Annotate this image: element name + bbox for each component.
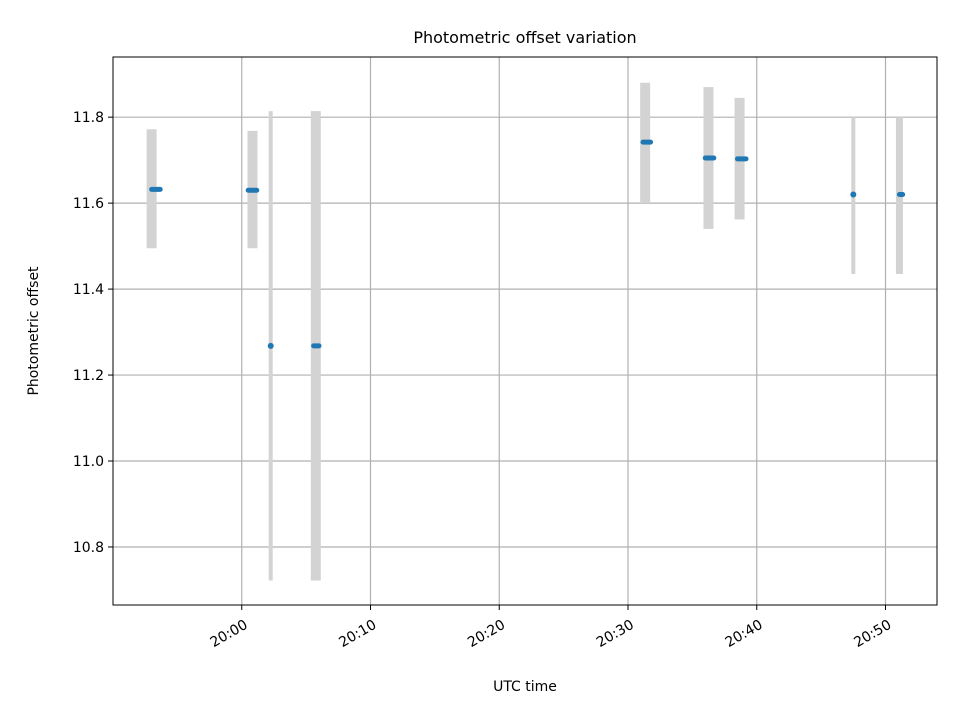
y-tick-label: 11.0 — [73, 454, 104, 470]
y-tick-label: 10.8 — [73, 540, 104, 556]
y-tick-label: 11.6 — [73, 196, 104, 212]
x-axis-label: UTC time — [493, 679, 557, 695]
y-tick-label: 11.8 — [73, 110, 104, 126]
x-tick-label: 20:20 — [465, 617, 508, 651]
x-tick-label: 20:40 — [723, 617, 766, 651]
y-axis-label: Photometric offset — [26, 266, 42, 396]
y-tick-label: 11.2 — [73, 368, 104, 384]
y-axis: 10.8 11.0 11.2 11.4 11.6 11.8 — [73, 110, 113, 556]
data-point — [267, 342, 274, 349]
error-bars — [146, 82, 903, 581]
plot-frame — [112, 56, 938, 606]
x-axis: 20:00 20:10 20:20 20:30 20:40 20:50 — [208, 605, 894, 651]
x-tick-label: 20:30 — [594, 617, 637, 651]
x-tick-label: 20:10 — [336, 617, 379, 651]
data-point — [850, 191, 857, 198]
chart-title: Photometric offset variation — [413, 28, 636, 47]
grid-lines — [113, 57, 937, 605]
y-tick-label: 11.4 — [73, 282, 104, 298]
x-tick-label: 20:00 — [208, 617, 251, 651]
x-tick-label: 20:50 — [851, 617, 894, 651]
data-points — [149, 139, 906, 349]
